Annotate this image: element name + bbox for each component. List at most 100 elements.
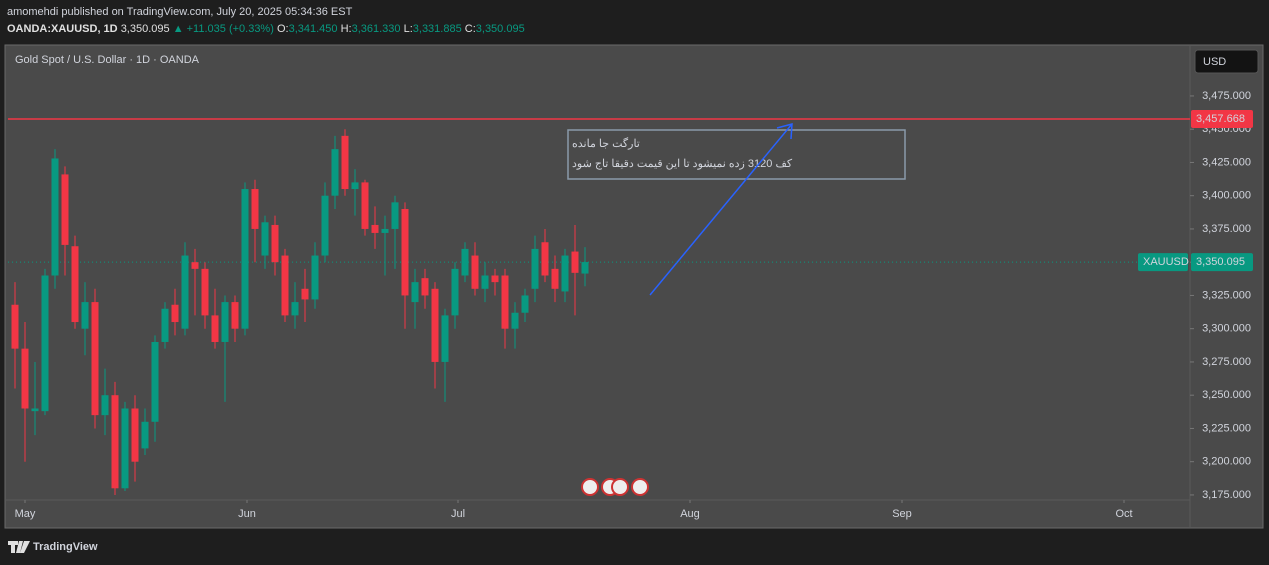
publisher: amomehdi published on TradingView.com, J… [7, 6, 353, 18]
candle-body [301, 288, 309, 300]
price-label-box [1191, 253, 1253, 272]
candle-body [491, 275, 499, 283]
x-tick-label: Sep [892, 508, 912, 520]
y-tick-label: 3,300.000 [1202, 323, 1251, 335]
price-label: 3,457.668 [1196, 113, 1245, 125]
ohlc-key: C: [465, 23, 476, 35]
candle-body [231, 302, 239, 329]
chart-title: Gold Spot / U.S. Dollar · 1D · OANDA [15, 54, 200, 66]
symbol: OANDA:XAUUSD, 1D [7, 23, 118, 35]
candle-body [121, 408, 129, 489]
candle-body [361, 182, 369, 229]
candle-body [351, 182, 359, 190]
candle-body [511, 312, 519, 329]
candle-body [391, 202, 399, 229]
logo [8, 541, 30, 553]
candle-body [381, 228, 389, 233]
candle-body [241, 189, 249, 329]
candle-body [421, 278, 429, 296]
ohlc-value: 3,331.885 [413, 23, 462, 35]
candle-body [371, 224, 379, 233]
y-tick-label: 3,400.000 [1202, 190, 1251, 202]
candle-body [51, 158, 59, 276]
candle-body [201, 268, 209, 316]
ohlc-key: H: [341, 23, 352, 35]
candle-body [91, 302, 99, 416]
candle-body [561, 255, 569, 292]
candle-body [221, 302, 229, 342]
annotation-text: تارگت جا مانده [572, 137, 640, 150]
y-tick-label: 3,225.000 [1202, 422, 1251, 434]
candle-body [211, 315, 219, 342]
candle-body [481, 275, 489, 289]
candle-body [501, 275, 509, 329]
event-icon[interactable] [631, 478, 649, 496]
arrow-head [776, 123, 793, 140]
candle-body [541, 242, 549, 276]
x-tick-label: Jun [238, 508, 256, 520]
candle-body [261, 222, 269, 256]
candle-body [251, 189, 259, 229]
candle-body [451, 268, 459, 316]
candle-body [71, 246, 79, 323]
annotation-text: کف 3120 زده نمیشود تا این قیمت دقیقا تاج… [572, 158, 793, 170]
candle-body [331, 149, 339, 196]
candle-body [61, 174, 69, 245]
brand: TradingView [33, 541, 98, 553]
candle-body [81, 302, 89, 329]
candle-body [111, 395, 119, 489]
events [581, 478, 649, 496]
annotation-box [567, 129, 906, 180]
candle-body [571, 251, 579, 273]
y-tick-label: 3,200.000 [1202, 456, 1251, 468]
pane [4, 44, 1264, 529]
change: ▲ +11.035 (+0.33%) [173, 23, 274, 35]
currency: USD [1203, 56, 1226, 68]
y-tick-label: 3,425.000 [1202, 156, 1251, 168]
x-tick-label: Aug [680, 508, 700, 520]
price: 3,350.095 [121, 23, 170, 35]
y-tick-label: 3,250.000 [1202, 389, 1251, 401]
symbol-label: XAUUSD [1143, 256, 1189, 268]
candle-body [411, 282, 419, 303]
ohlc-value: 3,361.330 [352, 23, 401, 35]
y-tick-label: 3,475.000 [1202, 90, 1251, 102]
candle-body [531, 248, 539, 289]
candle-body [431, 288, 439, 362]
symbol-label-box [1138, 253, 1188, 272]
ohlc-key: L: [404, 23, 413, 35]
arrow [649, 123, 793, 296]
candle-body [31, 408, 39, 412]
candle-body [151, 341, 159, 422]
y-tick-label: 3,375.000 [1202, 223, 1251, 235]
candle-body [341, 135, 349, 190]
ohlc-value: 3,341.450 [289, 23, 338, 35]
ohlc-key: O: [277, 23, 289, 35]
x-tick-label: Oct [1115, 508, 1132, 520]
candle-body [11, 304, 19, 349]
candle-body [191, 262, 199, 269]
event-icon[interactable] [581, 478, 599, 496]
event-icon[interactable] [611, 478, 629, 496]
candle-body [281, 255, 289, 316]
candle-body [441, 315, 449, 362]
y-tick-label: 3,175.000 [1202, 489, 1251, 501]
candle-body [41, 275, 49, 412]
candle-body [181, 255, 189, 329]
candle-body [311, 255, 319, 300]
candle-body [401, 208, 409, 296]
y-tick-label: 3,325.000 [1202, 289, 1251, 301]
candle-body [101, 395, 109, 416]
x-tick-label: May [15, 508, 36, 520]
currency-button[interactable] [1194, 49, 1259, 74]
candle-body [161, 308, 169, 342]
candle-body [521, 295, 529, 313]
candle-body [141, 421, 149, 449]
candle-body [171, 304, 179, 323]
symbol-line: OANDA:XAUUSD, 1D 3,350.095 ▲ +11.035 (+0… [7, 23, 525, 35]
candle-body [581, 262, 589, 274]
candle-body [131, 408, 139, 462]
price-label-box [1191, 109, 1253, 128]
